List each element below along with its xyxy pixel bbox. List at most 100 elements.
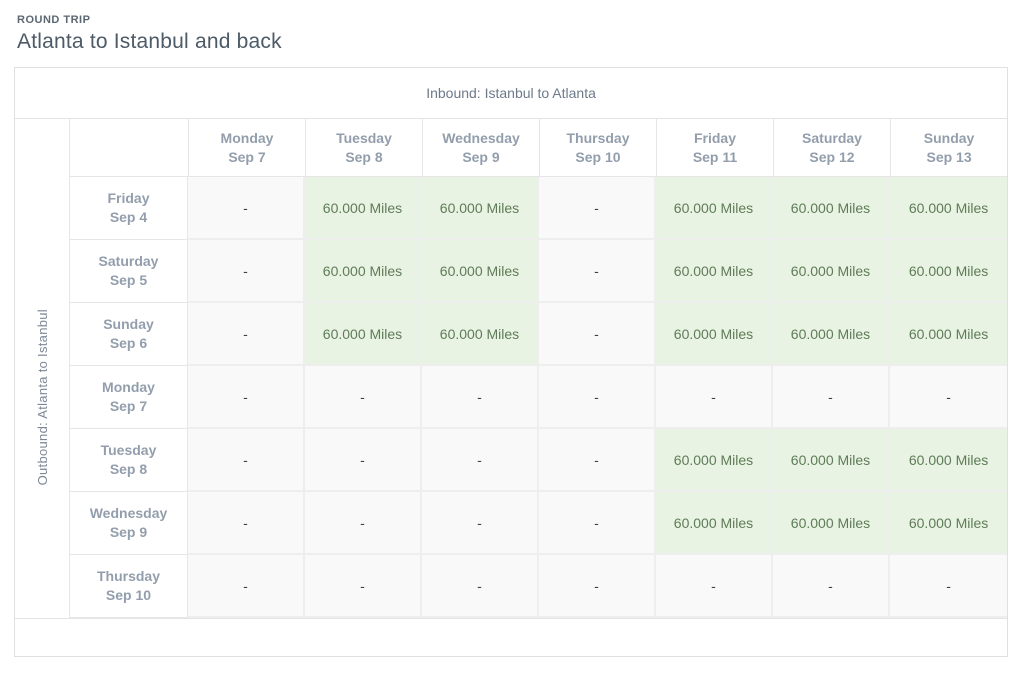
trip-type-label: ROUND TRIP xyxy=(17,14,91,26)
column-date: Sep 9 xyxy=(462,148,500,165)
award-cell[interactable]: 60.000 Miles xyxy=(773,429,890,492)
column-day: Wednesday xyxy=(442,129,520,146)
award-cell[interactable]: 60.000 Miles xyxy=(422,303,539,366)
column-day: Friday xyxy=(693,129,736,146)
calendar-row: Thursday Sep 10- - - - - - - xyxy=(15,555,1008,618)
row-day: Saturday xyxy=(98,253,159,269)
row-header: Thursday Sep 10 xyxy=(70,555,188,618)
column-header: Friday Sep 11 xyxy=(656,119,773,177)
empty-cell: - xyxy=(539,303,656,366)
award-cell[interactable]: 60.000 Miles xyxy=(656,492,773,555)
award-cell[interactable]: 60.000 Miles xyxy=(773,240,890,303)
calendar-row: Monday Sep 7------- xyxy=(15,366,1008,429)
row-day: Monday xyxy=(102,379,155,395)
empty-cell: - xyxy=(890,555,1008,618)
empty-cell: - xyxy=(539,492,656,555)
page-header: ROUND TRIP Atlanta to Istanbul and back xyxy=(0,0,1027,54)
corner-cell xyxy=(70,119,188,177)
column-date: Sep 11 xyxy=(692,148,738,165)
award-cell[interactable]: 60.000 Miles xyxy=(656,240,773,303)
column-date: Sep 13 xyxy=(926,148,972,165)
empty-cell: - xyxy=(539,555,656,618)
empty-cell: - xyxy=(305,492,422,555)
row-date: Sep 8 xyxy=(109,461,148,477)
column-date: Sep 12 xyxy=(809,148,855,165)
calendar-row: Sunday Sep 6-60.000 Miles 60.000 Miles -60.… xyxy=(15,303,1008,366)
calendar-row: Tuesday Sep 8- - - -60.000 Miles 60.000 Miles… xyxy=(15,429,1008,492)
empty-cell: - xyxy=(773,366,890,429)
award-cell[interactable]: 60.000 Miles xyxy=(773,303,890,366)
empty-cell: - xyxy=(539,240,656,303)
award-calendar: Inbound: Istanbul to Atlanta Monday Sep 7… xyxy=(14,67,1009,657)
column-header: Thursday Sep 10 xyxy=(539,119,656,177)
row-header: Saturday Sep 5 xyxy=(70,240,188,303)
row-header: Monday Sep 7 xyxy=(70,366,188,429)
calendar-footer xyxy=(15,618,1008,656)
row-date: Sep 6 xyxy=(109,335,148,351)
row-date: Sep 4 xyxy=(109,209,148,225)
row-day: Wednesday xyxy=(89,505,168,521)
empty-cell: - xyxy=(539,429,656,492)
award-cell[interactable]: 60.000 Miles xyxy=(890,240,1008,303)
award-cell[interactable]: 60.000 Miles xyxy=(656,177,773,240)
award-cell[interactable]: 60.000 Miles xyxy=(773,177,890,240)
row-header: Wednesday Sep 9 xyxy=(70,492,188,555)
award-cell[interactable]: 60.000 Miles xyxy=(890,177,1008,240)
empty-cell: - xyxy=(422,555,539,618)
row-header: Friday Sep 4 xyxy=(70,177,188,240)
empty-cell: - xyxy=(188,429,305,492)
award-cell[interactable]: 60.000 Miles xyxy=(890,303,1008,366)
row-date: Sep 5 xyxy=(109,272,148,288)
award-cell[interactable]: 60.000 Miles xyxy=(305,303,422,366)
column-date: Sep 8 xyxy=(345,148,383,165)
calendar-row: Saturday Sep 5-60.000 Miles 60.000 Miles -6… xyxy=(15,240,1008,303)
empty-cell: - xyxy=(188,366,305,429)
row-day: Friday xyxy=(107,190,150,206)
page-title: Atlanta to Istanbul and back xyxy=(17,30,282,53)
award-cell[interactable]: 60.000 Miles xyxy=(656,429,773,492)
column-day: Thursday xyxy=(566,129,630,146)
empty-cell: - xyxy=(188,240,305,303)
column-day: Monday xyxy=(220,129,274,146)
empty-cell: - xyxy=(656,555,773,618)
award-cell[interactable]: 60.000 Miles xyxy=(422,240,539,303)
row-day: Sunday xyxy=(103,316,154,332)
award-cell[interactable]: 60.000 Miles xyxy=(890,492,1008,555)
row-date: Sep 10 xyxy=(105,587,152,603)
award-cell[interactable]: 60.000 Miles xyxy=(890,429,1008,492)
row-header: Tuesday Sep 8 xyxy=(70,429,188,492)
award-cell[interactable]: 60.000 Miles xyxy=(305,240,422,303)
outbound-axis-cell: Outbound: Atlanta to Istanbul xyxy=(15,177,70,618)
outbound-axis-label: Outbound: Atlanta to Istanbul xyxy=(34,309,50,486)
column-header: Monday Sep 7 xyxy=(188,119,305,177)
empty-cell: - xyxy=(305,429,422,492)
award-cell[interactable]: 60.000 Miles xyxy=(773,492,890,555)
empty-cell: - xyxy=(890,366,1008,429)
corner-cell xyxy=(15,119,70,177)
empty-cell: - xyxy=(305,366,422,429)
award-cell[interactable]: 60.000 Miles xyxy=(422,177,539,240)
empty-cell: - xyxy=(539,366,656,429)
column-header: Saturday Sep 12 xyxy=(773,119,890,177)
column-header-row: Monday Sep 7 Tuesday Sep 8 Wednesday Sep 9 Thu… xyxy=(15,119,1008,177)
empty-cell: - xyxy=(188,177,305,240)
column-header: Wednesday Sep 9 xyxy=(422,119,539,177)
row-date: Sep 7 xyxy=(109,398,148,414)
empty-cell: - xyxy=(188,492,305,555)
empty-cell: - xyxy=(188,303,305,366)
calendar-footer-cell xyxy=(15,618,1008,656)
award-cell[interactable]: 60.000 Miles xyxy=(305,177,422,240)
empty-cell: - xyxy=(305,555,422,618)
column-date: Sep 7 xyxy=(228,148,266,165)
column-date: Sep 10 xyxy=(575,148,621,165)
column-day: Saturday xyxy=(802,129,862,146)
inbound-header-row: Inbound: Istanbul to Atlanta xyxy=(15,68,1008,119)
row-day: Tuesday xyxy=(100,442,157,458)
award-cell[interactable]: 60.000 Miles xyxy=(656,303,773,366)
empty-cell: - xyxy=(188,555,305,618)
inbound-header: Inbound: Istanbul to Atlanta xyxy=(15,68,1008,119)
empty-cell: - xyxy=(656,366,773,429)
column-day: Sunday xyxy=(923,129,975,146)
calendar-body: Outbound: Atlanta to Istanbul Friday Sep 4… xyxy=(15,177,1008,618)
empty-cell: - xyxy=(422,492,539,555)
